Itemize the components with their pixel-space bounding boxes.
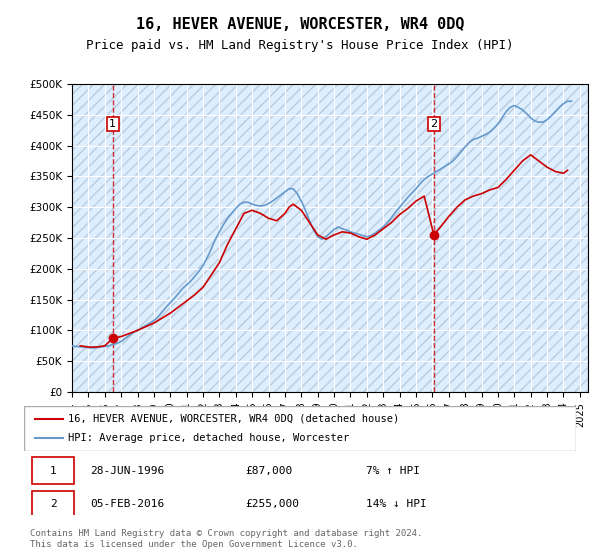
Text: 2: 2	[430, 119, 437, 129]
Text: 14% ↓ HPI: 14% ↓ HPI	[366, 499, 427, 509]
Text: £87,000: £87,000	[245, 466, 292, 476]
Text: 1: 1	[50, 466, 56, 476]
Text: £255,000: £255,000	[245, 499, 299, 509]
Text: 7% ↑ HPI: 7% ↑ HPI	[366, 466, 420, 476]
Text: 1: 1	[109, 119, 116, 129]
Text: 16, HEVER AVENUE, WORCESTER, WR4 0DQ (detached house): 16, HEVER AVENUE, WORCESTER, WR4 0DQ (de…	[68, 413, 400, 423]
FancyBboxPatch shape	[32, 491, 74, 517]
Text: Contains HM Land Registry data © Crown copyright and database right 2024.
This d: Contains HM Land Registry data © Crown c…	[30, 529, 422, 549]
Text: 2: 2	[50, 499, 56, 509]
Text: 28-JUN-1996: 28-JUN-1996	[90, 466, 164, 476]
FancyBboxPatch shape	[24, 406, 576, 451]
FancyBboxPatch shape	[32, 458, 74, 484]
Text: 05-FEB-2016: 05-FEB-2016	[90, 499, 164, 509]
Text: HPI: Average price, detached house, Worcester: HPI: Average price, detached house, Worc…	[68, 433, 349, 444]
Text: Price paid vs. HM Land Registry's House Price Index (HPI): Price paid vs. HM Land Registry's House …	[86, 39, 514, 52]
Text: 16, HEVER AVENUE, WORCESTER, WR4 0DQ: 16, HEVER AVENUE, WORCESTER, WR4 0DQ	[136, 17, 464, 32]
